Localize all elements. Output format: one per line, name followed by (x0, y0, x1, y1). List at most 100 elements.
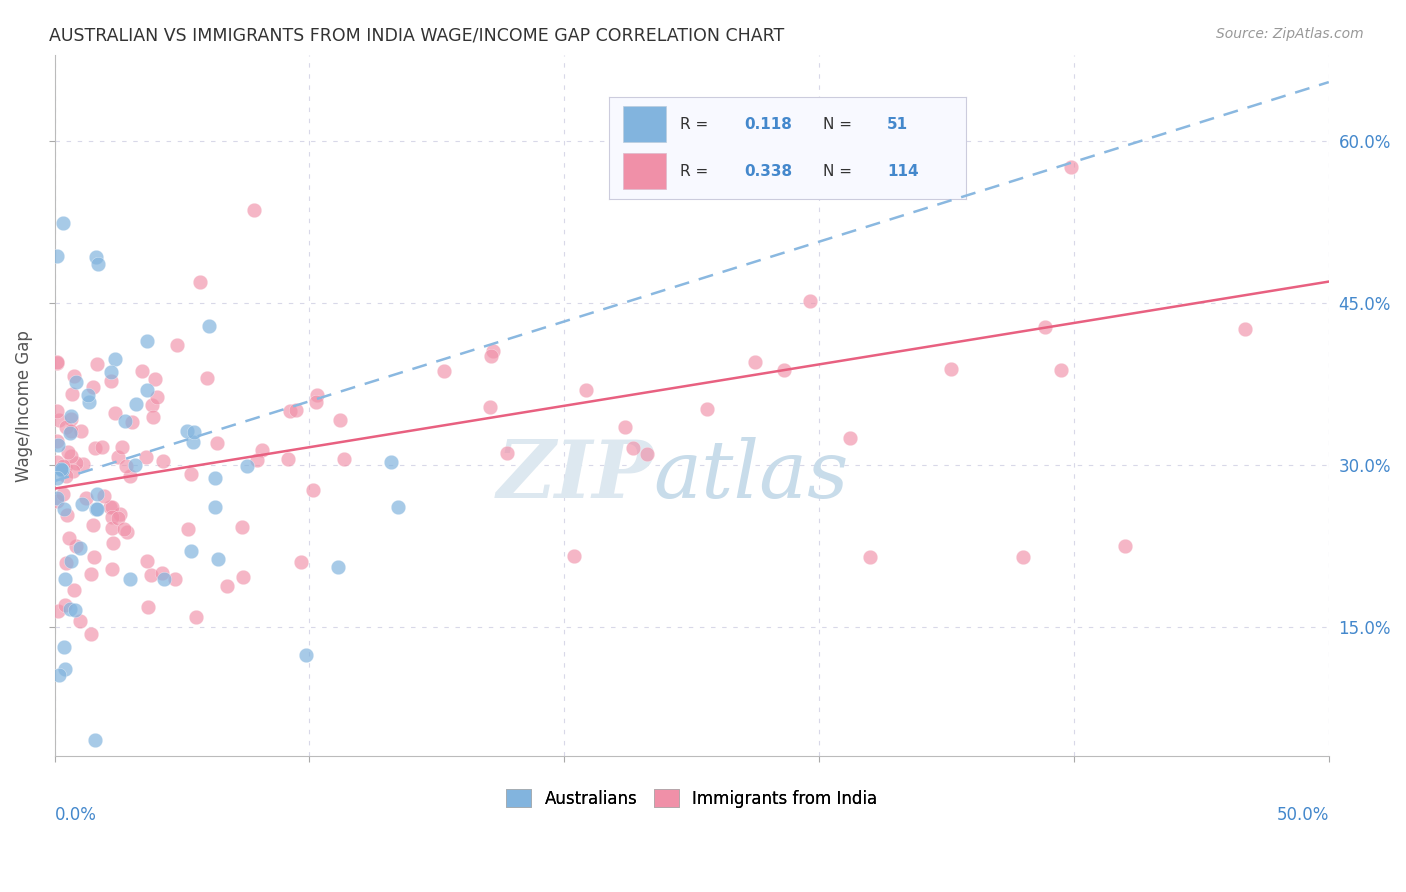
Point (839, 432, 862, 446)
Point (53, 460, 76, 475)
Point (120, 572, 142, 586)
Point (59, 426, 82, 441)
Point (146, 390, 169, 404)
Point (59, 602, 82, 616)
Point (294, 648, 316, 662)
Point (236, 459, 259, 474)
Point (177, 522, 200, 536)
Point (46, 437, 69, 451)
Point (52, 487, 75, 501)
Point (326, 559, 349, 574)
Point (83, 442, 105, 456)
Point (60, 449, 83, 463)
Point (72, 458, 94, 472)
Point (152, 454, 174, 468)
Point (939, 362, 962, 376)
Point (142, 409, 165, 424)
Point (433, 364, 456, 378)
Point (51, 463, 73, 477)
Point (250, 443, 273, 458)
Point (46, 404, 69, 418)
Point (110, 440, 132, 454)
Point (56, 508, 79, 523)
Point (83, 550, 105, 565)
Point (305, 395, 328, 409)
Point (104, 406, 127, 420)
Point (107, 450, 129, 464)
Point (141, 398, 163, 412)
Point (332, 451, 354, 466)
Point (52, 459, 75, 474)
Legend: Australians, Immigrants from India: Australians, Immigrants from India (499, 783, 884, 814)
Point (165, 572, 187, 586)
Point (69, 614, 91, 628)
Text: AUSTRALIAN VS IMMIGRANTS FROM INDIA WAGE/INCOME GAP CORRELATION CHART: AUSTRALIAN VS IMMIGRANTS FROM INDIA WAGE… (49, 27, 785, 45)
Point (60, 409, 83, 424)
Point (82, 518, 104, 533)
Point (69, 541, 91, 555)
Point (86, 502, 108, 516)
Point (46, 470, 69, 484)
Point (55, 419, 77, 434)
Point (205, 435, 228, 450)
Point (46, 494, 69, 508)
Point (184, 610, 207, 624)
Point (93, 490, 115, 504)
Point (246, 453, 269, 467)
Point (58, 445, 80, 459)
Point (380, 455, 402, 469)
Point (103, 536, 125, 550)
Point (90, 441, 112, 455)
Point (1050, 363, 1073, 377)
Point (135, 450, 157, 465)
Point (124, 458, 146, 472)
Point (62, 464, 84, 478)
Point (65, 375, 87, 389)
Point (478, 400, 501, 414)
Point (696, 401, 718, 416)
Point (98, 500, 121, 514)
Point (59, 424, 82, 438)
Point (183, 425, 205, 440)
Point (51, 462, 73, 476)
Point (135, 334, 157, 348)
Point (198, 319, 221, 334)
Point (51, 463, 73, 477)
Point (80, 567, 103, 582)
Point (636, 447, 658, 461)
Point (180, 467, 202, 482)
Point (46, 455, 69, 469)
Point (290, 555, 312, 569)
Point (65, 539, 87, 553)
Point (613, 420, 636, 434)
Point (76, 387, 98, 401)
Point (86, 486, 108, 500)
Point (190, 275, 212, 289)
Point (52, 501, 75, 516)
Point (58, 531, 80, 545)
Point (115, 524, 138, 539)
Point (80, 627, 103, 641)
Point (482, 343, 505, 358)
Point (77, 394, 100, 409)
Point (131, 364, 153, 378)
Point (46, 249, 69, 263)
Point (180, 544, 202, 558)
Point (63, 582, 86, 597)
Point (562, 549, 585, 564)
Point (153, 572, 176, 586)
Point (52, 640, 75, 654)
Point (114, 414, 136, 428)
Point (65, 602, 87, 616)
Point (204, 500, 226, 514)
Point (60, 554, 83, 568)
Point (48, 668, 70, 682)
Point (121, 415, 143, 429)
Point (181, 435, 204, 450)
Point (479, 349, 502, 363)
Point (63, 368, 86, 383)
Point (1060, 160, 1083, 174)
Point (84, 502, 107, 516)
Point (108, 507, 131, 521)
Point (60, 412, 83, 426)
